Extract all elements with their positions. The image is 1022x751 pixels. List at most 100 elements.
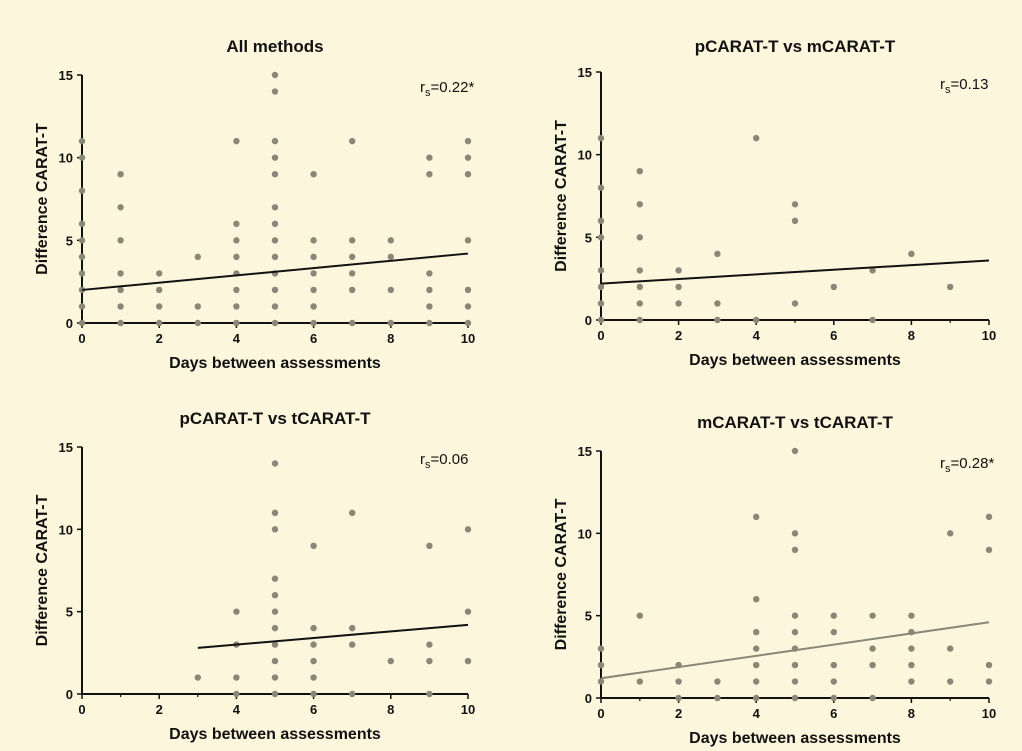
- data-point: [233, 220, 240, 227]
- data-point: [714, 300, 721, 307]
- x-tick-label: 4: [753, 706, 761, 721]
- data-point: [464, 237, 472, 244]
- y-tick-label: 10: [578, 148, 592, 163]
- rs-base: r: [940, 455, 945, 472]
- data-point: [310, 286, 317, 294]
- data-point: [117, 270, 124, 277]
- data-point: [753, 316, 760, 324]
- data-point: [947, 530, 954, 537]
- rs-base: r: [420, 79, 425, 96]
- data-point: [753, 134, 760, 142]
- regression-line: [81, 252, 469, 291]
- x-tick-label: 0: [597, 706, 604, 721]
- y-tick-label: 10: [59, 151, 73, 166]
- data-point: [597, 300, 605, 307]
- data-point: [947, 283, 954, 291]
- x-tick-label: 2: [675, 706, 682, 721]
- x-tick-label: 8: [908, 328, 915, 343]
- data-point: [349, 270, 356, 277]
- data-point: [271, 71, 279, 79]
- data-point: [830, 283, 837, 291]
- data-point: [349, 509, 356, 517]
- data-point: [791, 661, 799, 669]
- data-point: [426, 657, 433, 665]
- data-point: [869, 645, 876, 652]
- data-point: [426, 542, 433, 549]
- data-point: [791, 201, 799, 208]
- data-point: [675, 267, 682, 274]
- data-point: [271, 253, 279, 261]
- data-point: [194, 303, 201, 310]
- data-point: [753, 628, 760, 636]
- data-point: [271, 674, 279, 681]
- data-point: [985, 661, 993, 669]
- rs-value: =0.13: [951, 76, 989, 93]
- x-tick-label: 6: [310, 331, 317, 346]
- rs-base: r: [420, 451, 425, 468]
- x-tick-label: 8: [387, 702, 394, 717]
- x-tick-label: 6: [830, 706, 837, 721]
- data-point: [310, 303, 317, 310]
- data-point: [636, 267, 643, 274]
- scatter-panel-3: pCARAT-T vs tCARAT-T 0 2 4 6 8 10 0 5 10 15 Days be…: [34, 409, 475, 743]
- rs-annotation: rs=0.22*: [420, 79, 474, 99]
- data-point: [597, 267, 605, 274]
- data-point: [271, 319, 279, 327]
- data-point: [426, 303, 433, 310]
- data-point: [464, 657, 472, 665]
- chart-title: mCARAT-T vs tCARAT-T: [697, 413, 893, 432]
- data-point: [271, 171, 279, 178]
- y-tick-label: 5: [585, 609, 592, 624]
- data-point: [597, 316, 605, 324]
- y-tick-label: 15: [59, 68, 73, 83]
- data-point: [791, 628, 799, 636]
- data-point: [714, 678, 721, 685]
- data-point: [271, 608, 279, 615]
- y-tick-label: 0: [66, 316, 73, 331]
- chart-title: pCARAT-T vs mCARAT-T: [695, 37, 896, 56]
- data-point: [597, 283, 605, 291]
- y-tick-label: 15: [578, 65, 592, 80]
- data-point: [271, 690, 279, 698]
- rs-subscript: s: [425, 87, 431, 99]
- data-point: [117, 204, 124, 211]
- x-tick-label: 6: [310, 702, 317, 717]
- rs-subscript: s: [945, 463, 951, 475]
- data-point: [675, 300, 682, 307]
- data-point: [349, 319, 356, 327]
- data-point: [985, 546, 993, 553]
- rs-annotation: rs=0.28*: [940, 455, 994, 475]
- data-point: [233, 253, 240, 261]
- x-tick-label: 4: [753, 328, 761, 343]
- data-point: [636, 612, 643, 619]
- data-point: [310, 690, 317, 698]
- data-point: [908, 612, 915, 619]
- y-tick-label: 5: [66, 605, 73, 620]
- data-point: [78, 187, 86, 194]
- data-point: [233, 690, 240, 698]
- data-point: [271, 286, 279, 294]
- data-point: [753, 661, 760, 669]
- data-point: [194, 253, 201, 261]
- x-tick-label: 10: [982, 328, 996, 343]
- data-point: [349, 237, 356, 244]
- data-point: [271, 641, 279, 648]
- data-point: [194, 319, 201, 327]
- x-axis-label: Days between assessments: [169, 355, 381, 372]
- x-tick-label: 10: [461, 331, 475, 346]
- data-point: [830, 678, 837, 685]
- data-point: [233, 674, 240, 681]
- data-point: [78, 270, 86, 277]
- data-point: [271, 657, 279, 665]
- data-point: [426, 690, 433, 698]
- x-tick-label: 10: [982, 706, 996, 721]
- x-tick-label: 2: [156, 702, 163, 717]
- data-point: [464, 286, 472, 294]
- data-point: [464, 303, 472, 310]
- data-point: [464, 137, 472, 145]
- x-tick-label: 0: [78, 331, 85, 346]
- y-tick-label: 0: [585, 313, 592, 328]
- data-point: [271, 303, 279, 310]
- data-point: [271, 204, 279, 211]
- data-point: [117, 171, 124, 178]
